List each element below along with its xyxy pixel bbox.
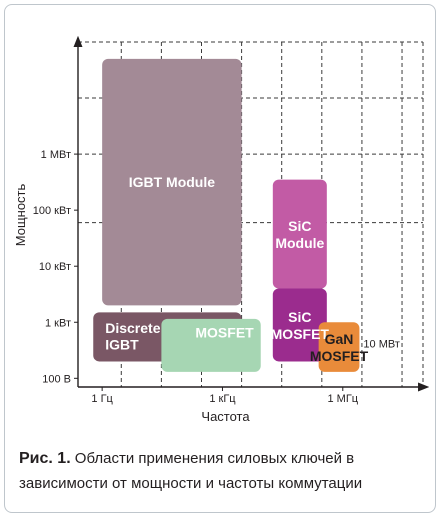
figure-caption: Рис. 1. Области применения силовых ключе… xyxy=(19,446,423,496)
region-mosfet xyxy=(161,318,261,372)
region-gan-mosfet xyxy=(318,322,360,372)
region-chart: IGBT Module SiC Module SiC MOSFET Discrete IGB… xyxy=(13,35,430,424)
x-tick-label: 1 кГц xyxy=(209,393,236,405)
regions xyxy=(93,58,360,372)
caption-text: Области применения силовых ключей в зави… xyxy=(19,450,363,492)
region-label-igbt-module: IGBT Module xyxy=(129,174,216,190)
x-tick-label: 1 МГц xyxy=(327,393,358,405)
region-label-sic-mosfet: SiC MOSFET xyxy=(271,309,330,342)
region-label-mosfet: MOSFET xyxy=(195,324,254,340)
figure-panel: IGBT Module SiC Module SiC MOSFET Discrete IGB… xyxy=(4,4,436,513)
y-tick-label: 10 кВт xyxy=(39,261,71,273)
region-igbt-module xyxy=(102,58,242,306)
y-axis-label: Мощность xyxy=(13,184,28,247)
region-label-discrete-igbt: Discrete IGBT xyxy=(105,320,160,353)
region-label-gan-mosfet: GaN MOSFET xyxy=(310,331,369,364)
region-label-sic-module: SiC Module xyxy=(275,218,324,251)
y-tick-label: 100 кВт xyxy=(33,205,71,217)
caption-label: Рис. 1. xyxy=(19,450,71,467)
region-sic-mosfet xyxy=(272,288,327,362)
x-axis-label: Частота xyxy=(201,409,250,424)
y-tick-label: 1 кВт xyxy=(45,317,71,329)
y-tick-label: 100 В xyxy=(42,373,71,385)
y-tick-label: 1 МВт xyxy=(41,149,71,161)
x-tick-label: 1 Гц xyxy=(91,393,113,405)
labels: IGBT Module SiC Module SiC MOSFET Discrete IGB… xyxy=(13,149,400,424)
extra-label: 10 МВт xyxy=(363,338,399,350)
axes xyxy=(73,35,430,392)
region-sic-module xyxy=(272,179,327,289)
